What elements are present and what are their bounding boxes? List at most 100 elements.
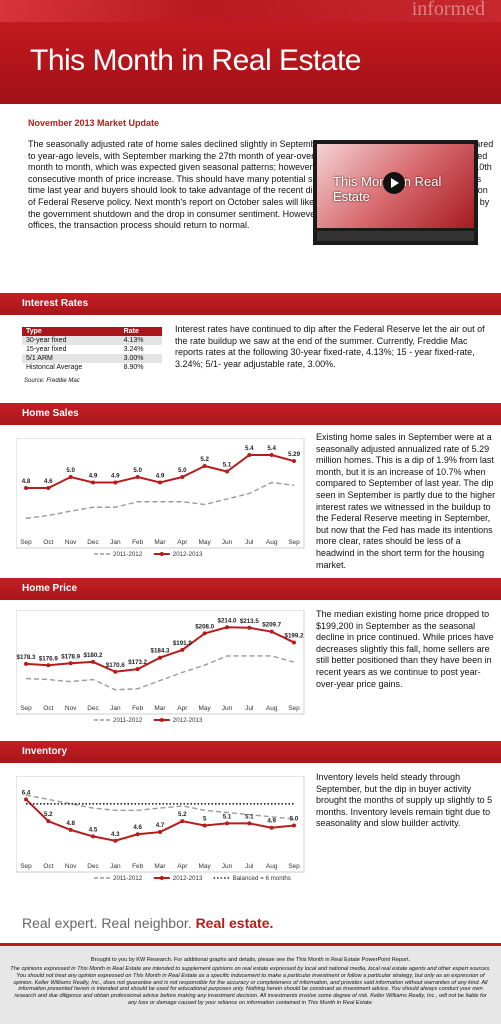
legend-label: 2011-2012: [113, 875, 143, 882]
table-row: 30-year fixed 4.13%: [22, 336, 162, 345]
data-label: 5.0: [133, 467, 142, 474]
home-price-header: Home Price: [0, 578, 501, 600]
data-label: 4.6: [44, 478, 53, 485]
data-point: [68, 661, 73, 666]
data-label: 4.9: [89, 473, 98, 480]
rate-value: 3.24%: [119, 345, 162, 354]
data-point: [225, 625, 229, 630]
video-player[interactable]: This Month in Real Estate: [313, 140, 478, 245]
home-price-chart: $178.3 $176.9 $178.9 $180.2$170.6 $173.2 $184…: [16, 610, 305, 724]
legend-label: Balanced = 6 months: [233, 875, 291, 882]
x-tick-label: Sep: [20, 705, 32, 712]
data-label: 5.29: [288, 451, 301, 458]
inventory-body: Inventory levels held steady through Sep…: [316, 772, 493, 829]
legend-label: 2012-2013: [173, 551, 203, 558]
x-tick-label: Mar: [154, 539, 166, 546]
data-label: 4.9: [267, 818, 276, 825]
header-banner: informed This Month in Real Estate: [0, 0, 501, 104]
data-point: [46, 663, 51, 668]
data-label: 4.9: [111, 473, 120, 480]
x-tick-label: Jul: [245, 863, 254, 870]
data-label: $180.2: [84, 652, 103, 659]
table-header-rate: Rate: [119, 327, 162, 336]
x-tick-label: May: [199, 863, 212, 870]
data-point: [24, 486, 28, 490]
data-point: [135, 667, 140, 672]
x-tick-label: Feb: [132, 705, 144, 712]
data-point: [158, 480, 162, 485]
data-label: $184.3: [151, 648, 170, 655]
play-icon[interactable]: [383, 172, 405, 194]
x-tick-label: Sep: [20, 539, 32, 546]
data-label: $213.5: [240, 618, 259, 625]
rates-source: Source: Freddie Mac: [24, 378, 80, 384]
data-label: 5.1: [223, 462, 232, 469]
data-point: [269, 629, 274, 634]
x-tick-label: Jan: [110, 863, 121, 870]
data-label: 4.6: [133, 824, 142, 831]
x-tick-label: Oct: [43, 863, 53, 870]
page-title: This Month in Real Estate: [30, 44, 362, 77]
data-label: 6.4: [22, 789, 31, 796]
x-tick-label: May: [199, 705, 212, 712]
rate-value: 8.90%: [119, 363, 162, 372]
x-tick-label: Feb: [132, 863, 144, 870]
data-point: [135, 832, 140, 837]
data-label: $199.2: [285, 632, 304, 639]
data-label: 5: [203, 816, 207, 823]
tagline-plain: Real expert. Real neighbor.: [22, 915, 192, 931]
data-point: [113, 838, 118, 843]
x-tick-label: Jun: [222, 863, 233, 870]
data-label: 4.5: [89, 826, 98, 833]
legend-marker: [159, 552, 164, 556]
data-label: 4.7: [156, 822, 165, 829]
data-point: [247, 821, 252, 826]
data-label: 5.4: [267, 445, 276, 452]
data-point: [91, 659, 95, 664]
tagline-bold: Real estate.: [195, 915, 274, 931]
data-point: [247, 453, 252, 457]
x-tick-label: Jun: [222, 705, 233, 712]
series-line-0: [25, 481, 295, 519]
rate-type: 30-year fixed: [22, 336, 120, 345]
data-label: 5.1: [223, 813, 232, 820]
series-line-0: [25, 655, 295, 691]
legend-marker: [159, 876, 164, 880]
rate-value: 3.00%: [119, 354, 162, 363]
data-label: 4.3: [111, 831, 120, 838]
data-label: 5.0: [290, 816, 299, 823]
table-header-type: Type: [22, 327, 120, 336]
data-point: [46, 486, 51, 490]
data-point: [269, 453, 274, 457]
data-point: [292, 823, 296, 828]
footer-credit: Brought to you by KW Research. For addit…: [90, 957, 411, 963]
data-point: [113, 669, 118, 674]
video-controls[interactable]: [317, 231, 474, 241]
data-label: $208.0: [195, 623, 214, 630]
footer-disclaimer: The opinions expressed in This Month in …: [10, 966, 491, 1006]
legend-label: 2011-2012: [113, 551, 143, 558]
data-point: [24, 661, 28, 666]
data-point: [225, 821, 229, 826]
x-tick-label: Nov: [65, 705, 77, 712]
inventory-header: Inventory: [0, 741, 501, 763]
data-point: [225, 469, 229, 474]
data-point: [46, 819, 51, 824]
data-label: 5.1: [245, 813, 254, 820]
x-tick-label: Dec: [87, 863, 99, 870]
x-tick-label: Jan: [110, 705, 121, 712]
sales-body: Existing home sales in September were at…: [316, 432, 496, 570]
x-tick-label: Nov: [65, 539, 77, 546]
table-row: 15-year fixed 3.24%: [22, 345, 162, 354]
x-tick-label: Feb: [132, 539, 144, 546]
x-tick-label: Apr: [177, 705, 188, 712]
data-point: [202, 631, 207, 636]
rate-type: 5/1 ARM: [22, 354, 120, 363]
data-point: [202, 464, 207, 468]
x-tick-label: Oct: [43, 705, 53, 712]
banner-stripe: [0, 0, 501, 22]
data-point: [180, 475, 185, 479]
x-tick-label: Jun: [222, 539, 233, 546]
x-tick-label: Oct: [43, 539, 53, 546]
x-tick-label: Dec: [87, 539, 99, 546]
